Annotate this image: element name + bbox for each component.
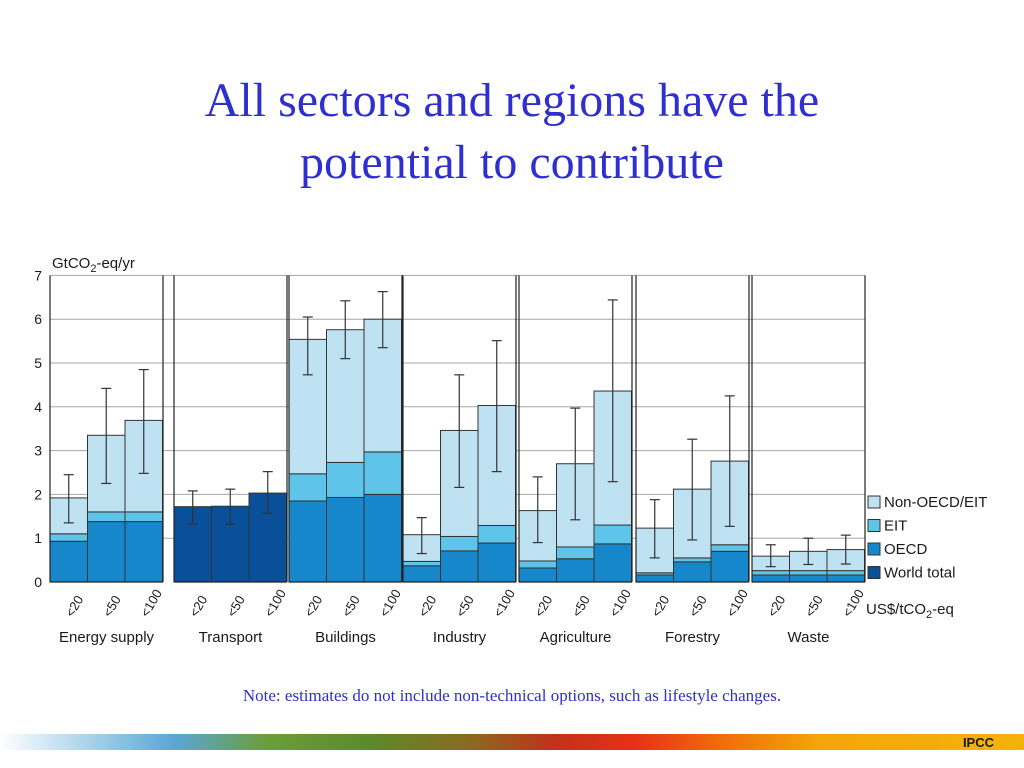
legend-swatch — [867, 495, 881, 509]
bar-segment-eit — [440, 535, 479, 552]
x-tick-label: <20 — [415, 593, 439, 620]
sector-label: Industry — [433, 629, 487, 646]
y-tick-label: 4 — [34, 399, 42, 415]
x-tick-label: <50 — [339, 593, 363, 620]
bar-segment-eit — [363, 451, 402, 495]
slide-title: All sectors and regions have the potenti… — [0, 70, 1024, 194]
slide-note: Note: estimates do not include non-techn… — [242, 686, 782, 705]
x-tick-label: <20 — [531, 593, 555, 620]
y-tick-label: 6 — [34, 311, 42, 327]
bar-segment-oecd — [363, 493, 402, 583]
bar-segment-eit — [710, 544, 749, 552]
bar-segment-oecd — [402, 565, 441, 583]
x-unit-label: US$/tCO2-eq — [866, 601, 954, 621]
bar-segment-eit — [87, 511, 126, 523]
bar-segment-eit — [288, 473, 327, 502]
bar-segment-oecd — [288, 500, 327, 583]
bar-segment-eit — [124, 511, 163, 523]
sector-label: Waste — [788, 629, 830, 646]
y-tick-label: 5 — [34, 355, 42, 371]
bar-segment-oecd — [593, 543, 632, 583]
y-axis-label: GtCO2-eq/yr — [52, 255, 135, 275]
x-tick-label: <100 — [261, 587, 289, 620]
x-tick-label: <100 — [606, 587, 634, 620]
bar-segment-eit — [593, 524, 632, 545]
sector-label: Agriculture — [540, 629, 612, 646]
x-tick-label: <100 — [137, 587, 165, 620]
bar-segment-oecd — [556, 558, 595, 583]
bar-segment-eit — [326, 461, 365, 498]
y-tick-label: 0 — [34, 574, 42, 590]
y-tick-label: 7 — [34, 267, 42, 283]
title-line-2: potential to contribute — [300, 136, 724, 189]
x-tick-label: <20 — [186, 593, 210, 620]
bar-segment-eit — [402, 560, 441, 567]
x-tick-label: <50 — [686, 593, 710, 620]
x-tick-label: <100 — [376, 587, 404, 620]
x-tick-label: <50 — [453, 593, 477, 620]
legend-label: EIT — [884, 518, 907, 535]
bar-segment-eit — [826, 570, 865, 576]
y-tick-label: 2 — [34, 486, 42, 502]
y-tick-label: 1 — [34, 530, 42, 546]
bar-segment-oecd — [826, 574, 865, 583]
x-tick-label: <50 — [569, 593, 593, 620]
x-tick-label: <100 — [723, 587, 751, 620]
sector-label: Energy supply — [59, 629, 155, 646]
x-tick-label: <100 — [490, 587, 518, 620]
bar-segment-eit — [789, 570, 828, 576]
bar-segment-oecd — [326, 496, 365, 583]
x-tick-label: <20 — [764, 593, 788, 620]
legend-swatch — [867, 566, 881, 579]
legend-label: OECD — [884, 541, 928, 558]
x-tick-label: <20 — [648, 593, 672, 620]
sector-label: Transport — [199, 629, 263, 646]
bar-segment-oecd — [124, 521, 163, 583]
bar-segment-oecd — [789, 574, 828, 583]
bar-segment-eit — [477, 524, 516, 544]
bar-segment-oecd — [440, 550, 479, 583]
x-tick-label: <20 — [62, 593, 86, 620]
bar-segment-oecd — [673, 561, 712, 583]
x-tick-label: <50 — [224, 593, 248, 620]
mitigation-potential-chart: 0 1 2 3 4 5 6 7 GtCO2-eq/yr Non-OECD/EIT EIT OECD W… — [34, 255, 987, 646]
bar-segment-eit — [751, 570, 790, 576]
legend-swatch — [867, 519, 881, 532]
bar-segment-eit — [673, 557, 712, 563]
bar-segment-eit — [518, 560, 557, 569]
bar-segment-eit — [49, 533, 88, 542]
x-tick-label: <100 — [839, 587, 867, 620]
bar-segment-oecd — [49, 540, 88, 583]
bar-segment-oecd — [518, 567, 557, 583]
footer-color-bar — [0, 734, 1024, 750]
bar-segment-oecd — [635, 574, 674, 583]
x-tick-label: <50 — [100, 593, 124, 620]
legend-label: Non-OECD/EIT — [884, 494, 987, 511]
legend-swatch — [867, 542, 881, 556]
x-tick-label: <20 — [301, 593, 325, 620]
sector-label: Buildings — [315, 629, 376, 646]
bar-segment-eit — [556, 546, 595, 560]
bar-segment-oecd — [87, 521, 126, 583]
footer-label: IPCC — [962, 735, 994, 750]
bar-segment-oecd — [710, 550, 749, 583]
title-line-1: All sectors and regions have the — [204, 74, 820, 127]
x-tick-label: <50 — [802, 593, 826, 620]
bar-segment-oecd — [751, 574, 790, 583]
sector-label: Forestry — [665, 629, 721, 646]
y-tick-label: 3 — [34, 443, 42, 459]
bar-segment-oecd — [477, 542, 516, 583]
legend-label: World total — [884, 565, 955, 582]
